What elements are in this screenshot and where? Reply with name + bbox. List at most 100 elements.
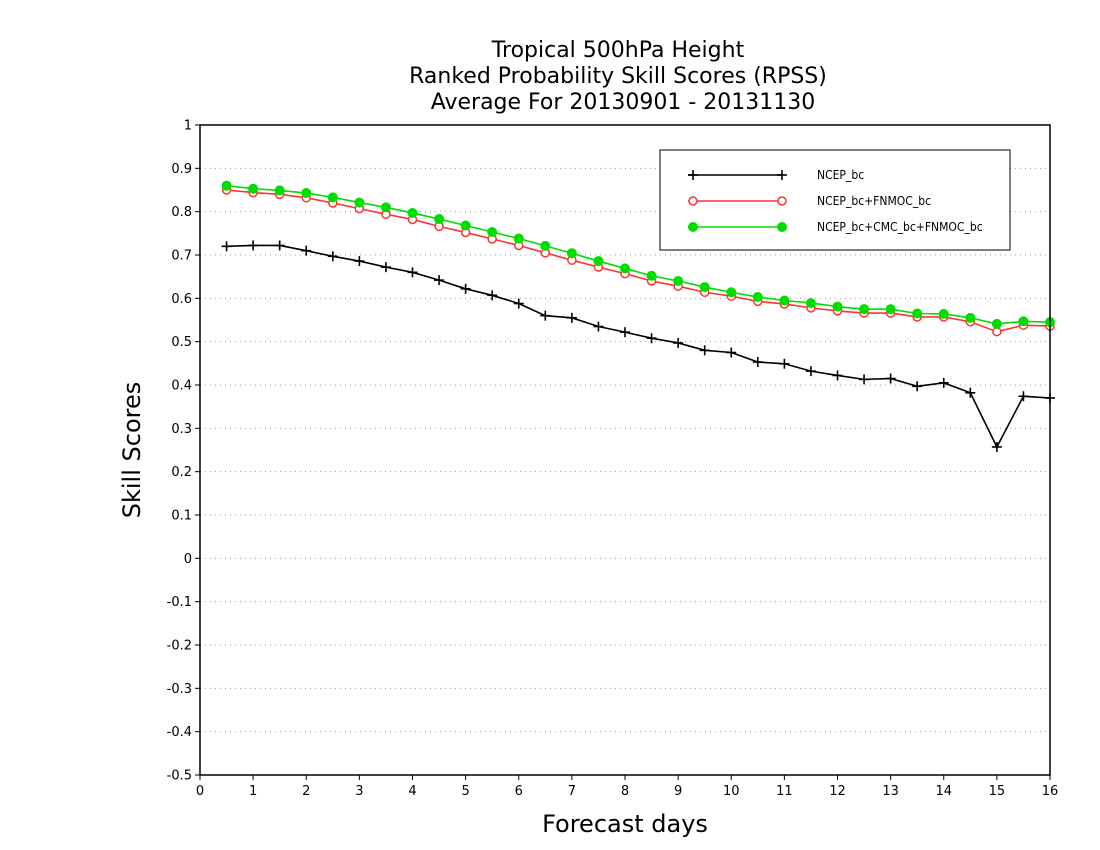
data-point [620, 263, 630, 274]
data-point [248, 183, 259, 194]
data-point [965, 387, 976, 398]
y-tick-label: 0.6 [171, 292, 192, 307]
data-point [832, 370, 843, 381]
gridlines [200, 167, 1050, 733]
x-tick-label: 7 [568, 784, 576, 799]
x-tick-label: 4 [408, 784, 416, 799]
data-point [434, 214, 445, 225]
data-point [248, 240, 259, 251]
x-tick-label: 10 [723, 784, 740, 799]
data-point [965, 312, 976, 323]
x-tick-label: 14 [935, 784, 952, 799]
data-point [832, 301, 843, 312]
data-point [673, 276, 684, 286]
data-point [673, 337, 684, 348]
legend-marker [688, 170, 698, 180]
data-point [327, 251, 338, 262]
data-point [779, 295, 790, 306]
legend-label: NCEP_bc+FNMOC_bc [817, 194, 931, 208]
data-point [301, 245, 312, 256]
data-point [752, 357, 763, 368]
data-point [513, 233, 524, 244]
data-point [540, 310, 551, 321]
data-point [327, 192, 338, 203]
data-point [487, 290, 498, 301]
data-point [221, 241, 232, 252]
series-line [226, 244, 1051, 449]
y-tick-label: 0.4 [171, 379, 192, 394]
data-point [646, 333, 657, 344]
data-point [938, 308, 949, 319]
x-tick-label: 8 [621, 784, 629, 799]
data-point [566, 248, 577, 259]
x-tick-label: 16 [1042, 784, 1059, 799]
legend-label: NCEP_bc [817, 168, 864, 182]
chart-title-line-1: Tropical 500hPa Height [491, 38, 745, 63]
data-point [991, 441, 1002, 452]
data-point [460, 283, 471, 294]
y-tick-label: 0.8 [171, 205, 192, 220]
chart-title: Tropical 500hPa Height Ranked Probabilit… [409, 38, 827, 115]
data-point [301, 188, 312, 199]
x-tick-label: 2 [302, 784, 310, 799]
y-tick-label: 0.3 [171, 422, 192, 437]
y-axis-label: Skill Scores [118, 382, 146, 519]
data-point [434, 275, 445, 286]
data-point [752, 292, 763, 303]
x-tick-label: 6 [515, 784, 523, 799]
data-point [380, 202, 391, 213]
x-tick-label: 3 [355, 784, 363, 799]
plot-frame [199, 124, 1051, 776]
series-group [221, 180, 1055, 452]
data-point [699, 345, 710, 356]
series-3 [221, 180, 1055, 329]
data-point [354, 256, 365, 267]
y-tick-label: -0.4 [167, 725, 192, 740]
y-tick-label: 0.7 [171, 249, 192, 264]
y-tick-label: 0 [184, 552, 192, 567]
legend-marker [777, 170, 787, 180]
x-tick-label: 11 [776, 784, 793, 799]
data-point [699, 282, 710, 293]
data-point [407, 207, 418, 218]
x-axis-label: Forecast days [542, 810, 708, 838]
x-tick-label: 5 [461, 784, 469, 799]
data-point [221, 180, 232, 191]
chart-title-line-3: Average For 20130901 - 20131130 [431, 90, 816, 115]
axes: -0.5 -0.4 -0.3 -0.2 -0.1 0 0.1 0.2 0.3 0.4 0.5 0.6 0… [167, 119, 1059, 800]
data-point [912, 308, 923, 319]
data-point [540, 240, 551, 251]
y-tick-label: -0.3 [167, 682, 192, 697]
legend-marker [688, 196, 698, 206]
data-point [354, 197, 365, 208]
y-tick-label: -0.5 [167, 769, 192, 784]
data-point [274, 185, 285, 196]
data-point [407, 267, 418, 278]
legend-label: NCEP_bc+CMC_bc+FNMOC_bc [817, 220, 983, 234]
legend-box [659, 149, 1011, 251]
y-tick-label: 0.5 [171, 335, 192, 350]
x-tick-label: 15 [989, 784, 1006, 799]
x-tick-label: 9 [674, 784, 682, 799]
data-point [620, 327, 630, 338]
y-tick-label: 1 [184, 119, 192, 134]
data-point [805, 298, 816, 309]
legend-marker [688, 222, 698, 232]
x-tick-label: 12 [829, 784, 846, 799]
data-point [938, 377, 949, 388]
data-point [1018, 316, 1029, 327]
data-point [380, 262, 391, 273]
data-point [885, 373, 896, 384]
legend-marker [777, 222, 787, 232]
legend-marker [777, 196, 787, 206]
data-point [1018, 391, 1029, 402]
data-point [779, 358, 790, 369]
data-point [859, 304, 870, 315]
data-point [992, 326, 1002, 337]
data-point [991, 318, 1002, 329]
y-tick-label: 0.1 [171, 509, 192, 524]
x-tick-label: 13 [882, 784, 899, 799]
x-tick-label: 1 [249, 784, 257, 799]
data-point [726, 347, 737, 358]
